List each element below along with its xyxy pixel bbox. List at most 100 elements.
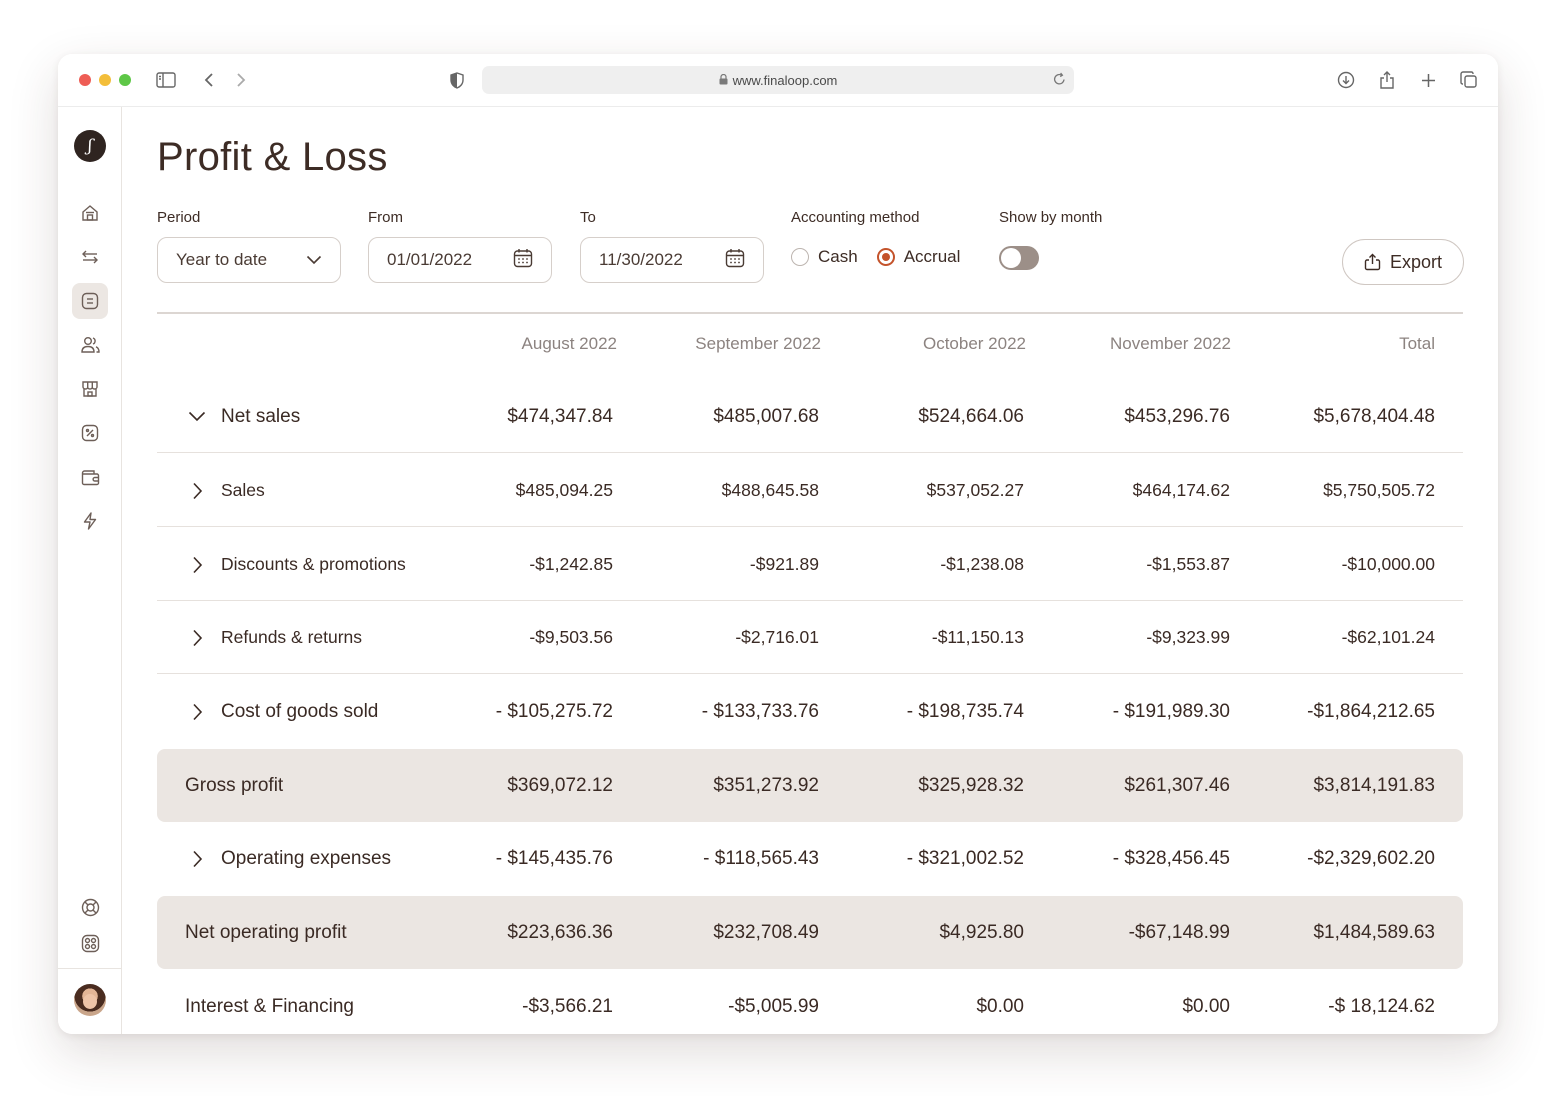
toggle-knob [1001, 248, 1021, 268]
table-row-refunds-returns[interactable]: Refunds & returns -$9,503.56 -$2,716.01 … [157, 601, 1463, 674]
from-date-input[interactable]: 01/01/2022 [368, 237, 552, 283]
table-row-discounts-promotions[interactable]: Discounts & promotions -$1,242.85 -$921.… [157, 528, 1463, 601]
from-date-value: 01/01/2022 [387, 250, 473, 269]
main-content: Profit & Loss Period Year to date From 0… [122, 107, 1498, 1034]
show-by-month-label: Show by month [999, 209, 1103, 226]
sidebar-divider [58, 968, 122, 969]
cell-value: -$11,150.13 [931, 627, 1024, 647]
store-icon[interactable] [72, 371, 108, 407]
cell-value: - $321,002.52 [906, 847, 1024, 869]
app-sidebar: ʃ [58, 107, 122, 1034]
cell-value: $0.00 [976, 995, 1024, 1017]
cell-value: $4,925.80 [939, 921, 1024, 943]
chevron-right-icon[interactable] [185, 847, 209, 871]
row-label: Sales [221, 480, 265, 500]
row-label: Gross profit [185, 774, 284, 796]
cell-value: -$62,101.24 [1341, 627, 1435, 647]
reload-icon[interactable] [1053, 72, 1066, 89]
cell-value: -$1,238.08 [940, 554, 1024, 574]
to-date-input[interactable]: 11/30/2022 [580, 237, 764, 283]
user-avatar[interactable] [74, 984, 106, 1016]
upload-icon [1364, 253, 1381, 271]
calendar-icon[interactable] [725, 248, 745, 273]
cell-value: -$9,503.56 [529, 627, 613, 647]
cell-value: - $198,735.74 [906, 700, 1024, 722]
column-header: November 2022 [1110, 334, 1231, 353]
browser-toolbar: www.finaloop.com [58, 54, 1498, 107]
cell-value: $485,007.68 [713, 405, 819, 427]
row-label: Cost of goods sold [221, 700, 379, 722]
close-window-button[interactable] [79, 74, 91, 86]
cell-value: $3,814,191.83 [1313, 774, 1435, 796]
cell-value: $488,645.58 [721, 480, 819, 500]
cell-value: $232,708.49 [713, 921, 819, 943]
table-row-net-sales[interactable]: Net sales $474,347.84 $485,007.68 $524,6… [157, 380, 1463, 453]
export-button-label: Export [1389, 251, 1443, 272]
cell-value: - $105,275.72 [495, 700, 613, 722]
forward-icon[interactable] [229, 68, 253, 92]
zoom-window-button[interactable] [119, 74, 131, 86]
browser-window: www.finaloop.com ʃ [58, 54, 1498, 1034]
cell-value: - $145,435.76 [495, 847, 613, 869]
table-row-cost-of-goods-sold[interactable]: Cost of goods sold - $105,275.72 - $133,… [157, 675, 1463, 748]
cell-value: -$921.89 [749, 554, 819, 574]
period-select[interactable]: Year to date [157, 237, 341, 283]
wallet-icon[interactable] [72, 459, 108, 495]
page-title: Profit & Loss [157, 135, 388, 179]
privacy-shield-icon[interactable] [445, 68, 469, 92]
cell-value: -$2,329,602.20 [1307, 847, 1435, 869]
row-label: Operating expenses [221, 847, 392, 869]
chevron-right-icon[interactable] [185, 479, 209, 503]
sidebar-toggle-icon[interactable] [154, 68, 178, 92]
users-icon[interactable] [72, 327, 108, 363]
column-header: August 2022 [521, 334, 617, 353]
finaloop-logo[interactable]: ʃ [74, 130, 106, 162]
cell-value: -$67,148.99 [1128, 921, 1230, 943]
tab-overview-icon[interactable] [1457, 68, 1481, 92]
cell-value: -$1,864,212.65 [1307, 700, 1435, 722]
table-row-operating-expenses[interactable]: Operating expenses - $145,435.76 - $118,… [157, 822, 1463, 895]
new-tab-icon[interactable] [1416, 68, 1440, 92]
table-top-divider [157, 312, 1463, 314]
lightning-icon[interactable] [72, 503, 108, 539]
chevron-right-icon[interactable] [185, 700, 209, 724]
accrual-radio-label[interactable]: Accrual [903, 247, 961, 266]
cell-value: -$3,566.21 [522, 995, 613, 1017]
transfer-arrows-icon[interactable] [72, 239, 108, 275]
chevron-down-icon [306, 250, 322, 270]
calendar-icon[interactable] [513, 248, 533, 273]
cell-value: $223,636.36 [507, 921, 613, 943]
report-icon[interactable] [72, 283, 108, 319]
percent-icon[interactable] [72, 415, 108, 451]
cell-value: $325,928.32 [918, 774, 1024, 796]
download-icon[interactable] [1334, 68, 1358, 92]
column-header: September 2022 [695, 334, 821, 353]
cell-value: $537,052.27 [926, 480, 1024, 500]
chevron-right-icon[interactable] [185, 553, 209, 577]
export-button[interactable]: Export [1342, 239, 1464, 285]
cash-radio[interactable] [791, 248, 809, 266]
chevron-down-icon[interactable] [185, 405, 209, 429]
address-bar[interactable]: www.finaloop.com [482, 66, 1074, 94]
table-row-net-operating-profit: Net operating profit $223,636.36 $232,70… [157, 896, 1463, 969]
help-lifebuoy-icon[interactable] [72, 889, 108, 925]
row-label: Discounts & promotions [221, 554, 406, 574]
cell-value: $524,664.06 [918, 405, 1024, 427]
share-icon[interactable] [1375, 68, 1399, 92]
cash-radio-label[interactable]: Cash [818, 247, 858, 266]
back-icon[interactable] [197, 68, 221, 92]
settings-apps-icon[interactable] [72, 925, 108, 961]
to-date-value: 11/30/2022 [599, 250, 683, 269]
cell-value: $261,307.46 [1124, 774, 1230, 796]
chevron-right-icon[interactable] [185, 626, 209, 650]
cell-value: -$2,716.01 [735, 627, 819, 647]
home-icon[interactable] [72, 195, 108, 231]
accounting-method-label: Accounting method [791, 209, 920, 226]
minimize-window-button[interactable] [99, 74, 111, 86]
period-label: Period [157, 209, 201, 226]
accrual-radio[interactable] [876, 248, 895, 266]
cell-value: -$1,242.85 [529, 554, 613, 574]
table-row-sales[interactable]: Sales $485,094.25 $488,645.58 $537,052.2… [157, 454, 1463, 527]
show-by-month-toggle[interactable] [999, 246, 1039, 270]
cell-value: - $118,565.43 [703, 847, 819, 869]
